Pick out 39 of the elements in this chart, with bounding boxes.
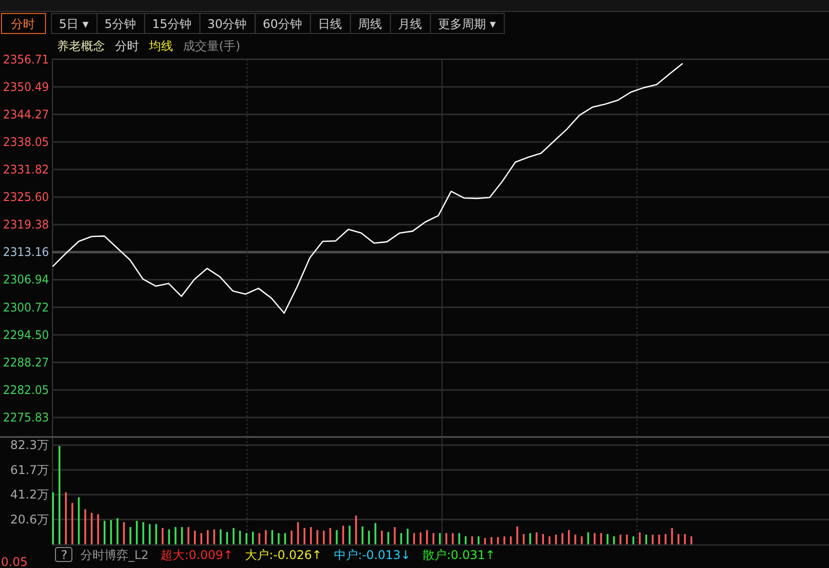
text: 均线 [148, 39, 173, 53]
chart-title: 养老概念 [57, 39, 105, 53]
text: 周线 [358, 17, 382, 31]
text: 日线 [318, 17, 342, 31]
y-tick-label: 2344.27 [3, 107, 53, 122]
y-tick-label: 2356.71 [3, 52, 53, 66]
text: 0.05 [1, 555, 28, 568]
text: 分时博弈_L2 [80, 548, 149, 562]
text: 超大:0.009↑ [160, 548, 234, 562]
text: 30分钟 [207, 17, 247, 31]
text: 分时 [115, 39, 139, 53]
text: 散户:0.031↑ [422, 548, 496, 562]
y-tick-label: 2300.72 [3, 300, 53, 314]
y-tick-label: 41.2万 [10, 488, 49, 502]
text: 成交量(手) [183, 39, 240, 53]
text: 分时 [11, 17, 35, 31]
y-tick-label: 20.6万 [10, 512, 49, 526]
text: 15分钟 [152, 17, 192, 31]
text: 大户:-0.026↑ [245, 548, 322, 562]
y-tick-label: 2288.27 [3, 355, 53, 370]
y-tick-label: 2282.05 [3, 382, 53, 397]
text: 中户:-0.013↓ [334, 548, 411, 562]
text: 更多周期 ▾ [438, 17, 496, 31]
y-tick-label: 2350.49 [3, 80, 53, 94]
text: 5分钟 [104, 17, 136, 31]
y-tick-label: 82.3万 [10, 438, 49, 452]
text: 60分钟 [262, 17, 302, 31]
y-tick-label: 2313.16 [3, 245, 53, 260]
text: 月线 [398, 17, 422, 31]
text: 5日 ▾ [59, 17, 88, 31]
y-tick-label: 2306.94 [3, 272, 53, 287]
y-tick-label: 2275.83 [3, 410, 53, 425]
y-tick-label: 2331.82 [3, 162, 53, 177]
text: ? [61, 548, 68, 562]
y-tick-label: 2338.05 [3, 134, 53, 149]
y-tick-label: 2325.60 [3, 190, 53, 204]
y-tick-label: 2319.38 [3, 218, 53, 232]
y-tick-label: 2294.50 [3, 328, 53, 342]
y-tick-label: 61.7万 [10, 462, 49, 477]
